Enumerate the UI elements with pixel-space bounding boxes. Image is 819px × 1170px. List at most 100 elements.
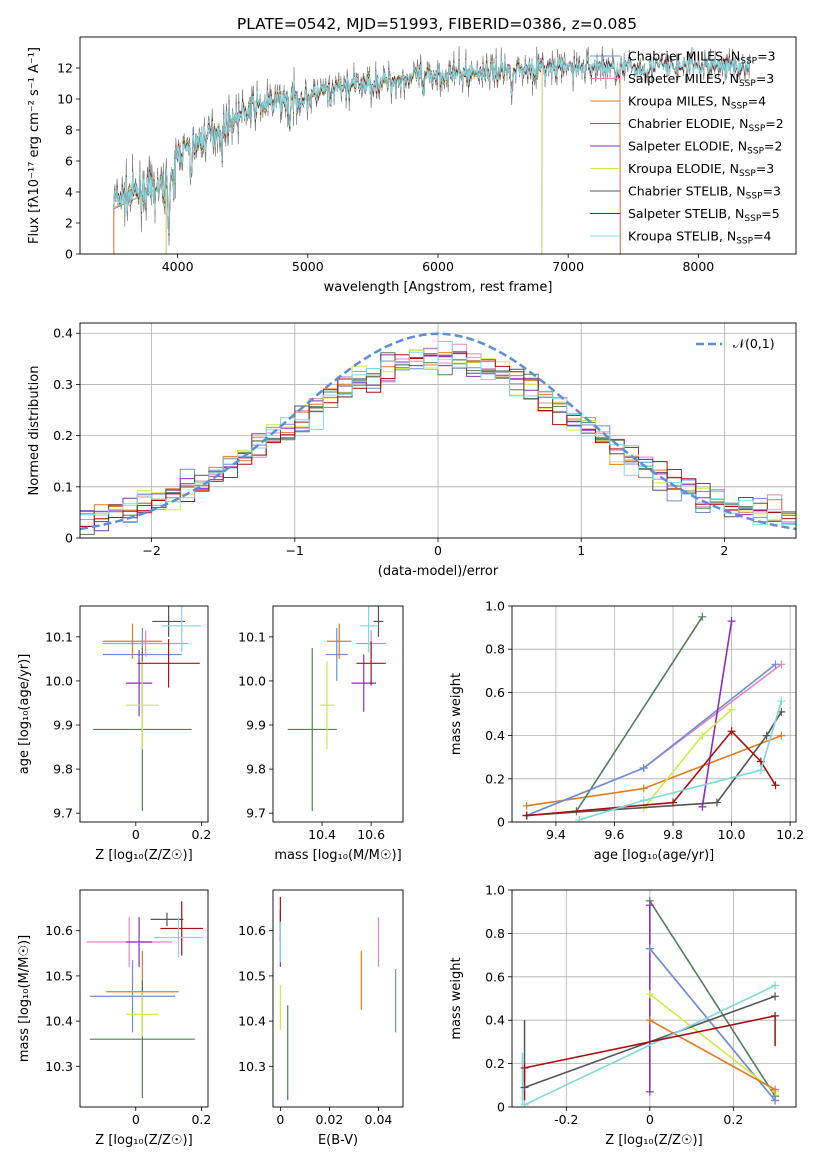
panel-residuals: −2 −1 0 1 2 0 0.1 0.2 0.3 0.4 (data-model)/error No… bbox=[27, 322, 797, 579]
tick-label-x: -0.2 bbox=[554, 1112, 578, 1127]
weight-marker bbox=[727, 727, 736, 736]
axes-frame bbox=[272, 889, 404, 1108]
tick-label-y: 0.1 bbox=[53, 479, 73, 494]
tick-label-y: 8 bbox=[65, 123, 73, 138]
legend-label: Kroupa MILES, NSSP=4 bbox=[628, 94, 766, 112]
tick-label-x: 1 bbox=[577, 543, 585, 558]
panel-weight_vs_Z: -0.2 0 0.2 0 0.2 0.4 0.6 0.8 1.0 Z [log₁₀(Z/Z☉)] m… bbox=[449, 883, 797, 1148]
weight-marker bbox=[575, 815, 584, 822]
x-axis-label: Z [log₁₀(Z/Z☉)] bbox=[95, 848, 192, 863]
axes-frame bbox=[511, 889, 797, 1108]
tick-label-x: 0.2 bbox=[191, 1112, 211, 1127]
weight-marker bbox=[712, 798, 721, 807]
tick-label-x: −2 bbox=[142, 543, 160, 558]
x-axis-label: mass [log₁₀(M/M☉)] bbox=[274, 848, 401, 863]
weight-marker bbox=[645, 1087, 654, 1096]
weight-marker bbox=[771, 992, 780, 1001]
weight-marker bbox=[777, 731, 786, 740]
weight-line-kS bbox=[524, 984, 776, 1106]
weight-marker bbox=[639, 764, 648, 772]
tick-label-y: 0 bbox=[65, 247, 73, 262]
tick-label-x: 10.6 bbox=[357, 827, 385, 842]
tick-label-y: 10 bbox=[57, 92, 73, 107]
weight-marker bbox=[520, 1083, 529, 1092]
tick-label-x: 2 bbox=[720, 543, 728, 558]
tick-label-x: 6000 bbox=[422, 259, 454, 274]
weight-line-kS bbox=[579, 700, 783, 821]
y-axis-label: mass weight bbox=[449, 957, 464, 1039]
tick-label-y: 10.3 bbox=[238, 1059, 266, 1074]
weight-marker bbox=[520, 1063, 529, 1072]
x-axis-label: wavelength [Angstrom, rest frame] bbox=[324, 280, 553, 295]
tick-label-y: 10.1 bbox=[45, 629, 73, 644]
tick-label-y: 10.1 bbox=[238, 629, 266, 644]
legend-label: Salpeter STELIB, NSSP=5 bbox=[628, 206, 780, 224]
legend-label: Chabrier MILES, NSSP=3 bbox=[628, 49, 776, 67]
tick-label-y: 10.5 bbox=[238, 968, 266, 983]
axes-frame bbox=[79, 605, 209, 823]
weight-marker bbox=[639, 784, 648, 793]
weight-marker bbox=[727, 705, 736, 714]
tick-label-x: 8000 bbox=[682, 259, 714, 274]
x-axis-label: age [log₁₀(age/yr)] bbox=[594, 848, 715, 863]
plot-area-mass_vs_ebv bbox=[279, 896, 397, 1101]
y-axis-label: mass weight bbox=[449, 673, 464, 755]
tick-label-y: 0.2 bbox=[53, 428, 73, 443]
legend-label: Kroupa STELIB, NSSP=4 bbox=[628, 229, 772, 247]
tick-label-y: 10.3 bbox=[45, 1059, 73, 1074]
figure-title: PLATE=0542, MJD=51993, FIBERID=0386, z=0… bbox=[237, 15, 637, 33]
axes-frame bbox=[272, 605, 404, 823]
tick-label-y: 9.7 bbox=[53, 806, 73, 821]
tick-label-x: 4000 bbox=[162, 259, 194, 274]
tick-label-y: 9.7 bbox=[246, 806, 266, 821]
weight-marker bbox=[645, 901, 654, 910]
tick-label-y: 2 bbox=[65, 216, 73, 231]
weight-marker bbox=[645, 990, 654, 999]
x-axis-label: Z [log₁₀(Z/Z☉)] bbox=[95, 1133, 192, 1148]
axes-frame bbox=[79, 889, 209, 1108]
tick-label-x: 0 bbox=[276, 1112, 284, 1127]
tick-label-y: 10.4 bbox=[45, 1014, 73, 1029]
tick-label-y: 10.6 bbox=[45, 923, 73, 938]
normal-curve bbox=[80, 332, 796, 531]
tick-label-x: 0 bbox=[434, 543, 442, 558]
tick-label-x: −1 bbox=[286, 543, 304, 558]
tick-label-x: 10.0 bbox=[718, 827, 746, 842]
tick-label-y: 0.8 bbox=[485, 926, 505, 941]
tick-label-x: 0 bbox=[132, 1112, 140, 1127]
tick-label-y: 10.5 bbox=[45, 968, 73, 983]
tick-label-y: 4 bbox=[65, 185, 73, 200]
tick-label-y: 9.8 bbox=[53, 762, 73, 777]
weight-marker bbox=[771, 1096, 780, 1105]
weight-marker bbox=[771, 660, 780, 669]
tick-label-y: 0.3 bbox=[53, 377, 73, 392]
y-axis-label: Flux [fλ10⁻¹⁷ erg cm⁻² s⁻¹ A⁻¹] bbox=[27, 47, 42, 244]
tick-label-x: 0.2 bbox=[191, 827, 211, 842]
tick-label-y: 1.0 bbox=[485, 883, 505, 898]
weight-marker bbox=[698, 731, 707, 740]
tick-label-y: 0.6 bbox=[485, 969, 505, 984]
panel-spectrum: 4000 5000 6000 7000 8000 0 2 4 6 8 10 12 wavelength … bbox=[27, 36, 797, 295]
tick-label-y: 0 bbox=[65, 531, 73, 546]
weight-marker bbox=[727, 617, 736, 626]
legend-label: Salpeter ELODIE, NSSP=2 bbox=[628, 139, 782, 157]
weight-line-cE bbox=[649, 900, 776, 1097]
histogram-kS bbox=[80, 341, 796, 525]
plot-area-weight_vs_Z bbox=[520, 896, 780, 1107]
panel-age_vs_Z: 0 0.2 9.7 9.8 9.9 10.0 10.1 Z [log₁₀(Z/Z☉)] age … bbox=[17, 605, 211, 863]
plot-area-weight_vs_age bbox=[522, 612, 786, 822]
tick-label-y: 1.0 bbox=[485, 599, 505, 614]
legend-label: 𝒩(0,1) bbox=[733, 336, 775, 351]
weight-line-sS bbox=[524, 1015, 776, 1069]
tick-label-y: 9.9 bbox=[246, 718, 266, 733]
weight-marker bbox=[669, 798, 678, 807]
weight-marker bbox=[756, 766, 765, 775]
panel-weight_vs_age: 9.4 9.6 9.8 10.0 10.2 0 0.2 0.4 0.6 0.8 1.0 age [lo… bbox=[449, 599, 804, 864]
tick-label-x: 5000 bbox=[292, 259, 324, 274]
tick-label-x: 9.6 bbox=[605, 827, 625, 842]
weight-marker bbox=[645, 944, 654, 953]
tick-label-y: 0.2 bbox=[485, 771, 505, 786]
tick-label-y: 0.4 bbox=[485, 1013, 505, 1028]
legend: Chabrier MILES, NSSP=3 Salpeter MILES, NS… bbox=[590, 49, 784, 247]
plot-area-residuals bbox=[80, 332, 796, 535]
